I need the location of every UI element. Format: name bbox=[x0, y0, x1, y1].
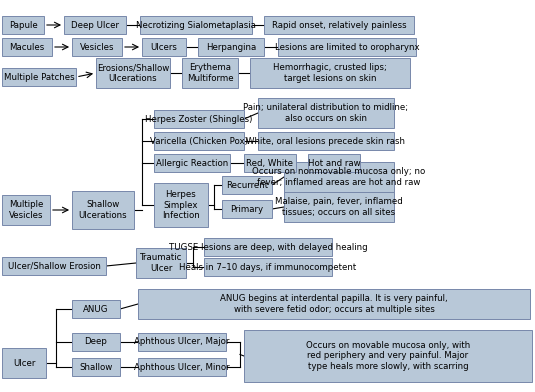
Text: Hot and raw: Hot and raw bbox=[308, 158, 360, 167]
Text: Macules: Macules bbox=[10, 42, 44, 51]
FancyBboxPatch shape bbox=[2, 68, 76, 86]
Text: Traumatic
Ulcer: Traumatic Ulcer bbox=[140, 253, 182, 273]
FancyBboxPatch shape bbox=[244, 154, 296, 172]
Text: Varicella (Chicken Pox): Varicella (Chicken Pox) bbox=[150, 136, 248, 145]
FancyBboxPatch shape bbox=[198, 38, 264, 56]
Text: TUGSE lesions are deep, with delayed healing: TUGSE lesions are deep, with delayed hea… bbox=[169, 243, 368, 252]
Text: Ulcer/Shallow Erosion: Ulcer/Shallow Erosion bbox=[7, 261, 101, 270]
Text: Herpes
Simplex
Infection: Herpes Simplex Infection bbox=[162, 190, 200, 220]
Text: Herpangina: Herpangina bbox=[206, 42, 256, 51]
FancyBboxPatch shape bbox=[2, 348, 46, 378]
FancyBboxPatch shape bbox=[138, 358, 226, 376]
Text: Deep: Deep bbox=[85, 338, 108, 347]
Text: Primary: Primary bbox=[231, 205, 264, 214]
Text: Rapid onset, relatively painless: Rapid onset, relatively painless bbox=[272, 20, 406, 29]
Text: Recurrent: Recurrent bbox=[226, 180, 268, 189]
Text: Hemorrhagic, crusted lips;
target lesions on skin: Hemorrhagic, crusted lips; target lesion… bbox=[273, 63, 387, 83]
FancyBboxPatch shape bbox=[72, 191, 134, 229]
Text: Necrotizing Sialometaplasia: Necrotizing Sialometaplasia bbox=[136, 20, 256, 29]
FancyBboxPatch shape bbox=[258, 132, 394, 150]
FancyBboxPatch shape bbox=[2, 38, 52, 56]
Text: Lesions are limited to oropharynx: Lesions are limited to oropharynx bbox=[274, 42, 419, 51]
Text: Papule: Papule bbox=[9, 20, 37, 29]
Text: Ulcers: Ulcers bbox=[150, 42, 178, 51]
FancyBboxPatch shape bbox=[154, 183, 208, 227]
Text: Red, White: Red, White bbox=[247, 158, 294, 167]
Text: Vesicles: Vesicles bbox=[80, 42, 114, 51]
FancyBboxPatch shape bbox=[284, 162, 394, 192]
FancyBboxPatch shape bbox=[204, 258, 332, 276]
FancyBboxPatch shape bbox=[142, 38, 186, 56]
FancyBboxPatch shape bbox=[2, 195, 50, 225]
Text: Shallow
Ulcerations: Shallow Ulcerations bbox=[79, 200, 127, 220]
Text: Occurs on nonmovable mucosa only; no
fever; inflamed areas are hot and raw: Occurs on nonmovable mucosa only; no fev… bbox=[253, 167, 426, 187]
FancyBboxPatch shape bbox=[140, 16, 252, 34]
Text: Erythema
Multiforme: Erythema Multiforme bbox=[187, 63, 233, 83]
FancyBboxPatch shape bbox=[284, 192, 394, 222]
FancyBboxPatch shape bbox=[258, 98, 394, 128]
Text: Shallow: Shallow bbox=[79, 363, 113, 372]
FancyBboxPatch shape bbox=[264, 16, 414, 34]
Text: Deep Ulcer: Deep Ulcer bbox=[71, 20, 119, 29]
FancyBboxPatch shape bbox=[72, 300, 120, 318]
FancyBboxPatch shape bbox=[96, 58, 170, 88]
FancyBboxPatch shape bbox=[222, 200, 272, 218]
Text: Pain; unilateral distribution to midline;
also occurs on skin: Pain; unilateral distribution to midline… bbox=[243, 103, 409, 123]
FancyBboxPatch shape bbox=[204, 238, 332, 256]
FancyBboxPatch shape bbox=[72, 38, 122, 56]
FancyBboxPatch shape bbox=[250, 58, 410, 88]
Text: White, oral lesions precede skin rash: White, oral lesions precede skin rash bbox=[247, 136, 406, 145]
FancyBboxPatch shape bbox=[278, 38, 416, 56]
FancyBboxPatch shape bbox=[2, 257, 106, 275]
Text: Ulcer: Ulcer bbox=[13, 359, 35, 368]
FancyBboxPatch shape bbox=[182, 58, 238, 88]
FancyBboxPatch shape bbox=[136, 248, 186, 278]
Text: Multiple Patches: Multiple Patches bbox=[4, 73, 74, 82]
FancyBboxPatch shape bbox=[222, 176, 272, 194]
FancyBboxPatch shape bbox=[154, 110, 244, 128]
FancyBboxPatch shape bbox=[138, 333, 226, 351]
Text: Aphthous Ulcer, Minor: Aphthous Ulcer, Minor bbox=[134, 363, 230, 372]
FancyBboxPatch shape bbox=[138, 289, 530, 319]
Text: Herpes Zoster (Shingles): Herpes Zoster (Shingles) bbox=[146, 114, 253, 123]
Text: Heals in 7–10 days, if immunocompetent: Heals in 7–10 days, if immunocompetent bbox=[179, 263, 357, 272]
Text: Occurs on movable mucosa only, with
red periphery and very painful. Major
type h: Occurs on movable mucosa only, with red … bbox=[306, 341, 470, 371]
FancyBboxPatch shape bbox=[2, 16, 44, 34]
FancyBboxPatch shape bbox=[72, 358, 120, 376]
FancyBboxPatch shape bbox=[308, 154, 360, 172]
FancyBboxPatch shape bbox=[154, 132, 244, 150]
FancyBboxPatch shape bbox=[244, 330, 532, 382]
Text: Allergic Reaction: Allergic Reaction bbox=[156, 158, 228, 167]
Text: Aphthous Ulcer, Major: Aphthous Ulcer, Major bbox=[134, 338, 230, 347]
Text: ANUG: ANUG bbox=[83, 305, 109, 314]
FancyBboxPatch shape bbox=[72, 333, 120, 351]
FancyBboxPatch shape bbox=[64, 16, 126, 34]
Text: Multiple
Vesicles: Multiple Vesicles bbox=[9, 200, 43, 220]
Text: ANUG begins at interdental papilla. It is very painful,
with severe fetid odor; : ANUG begins at interdental papilla. It i… bbox=[220, 294, 448, 314]
Text: Malaise, pain, fever, inflamed
tissues; occurs on all sites: Malaise, pain, fever, inflamed tissues; … bbox=[275, 197, 403, 217]
Text: Erosions/Shallow
Ulcerations: Erosions/Shallow Ulcerations bbox=[97, 63, 169, 83]
FancyBboxPatch shape bbox=[154, 154, 230, 172]
